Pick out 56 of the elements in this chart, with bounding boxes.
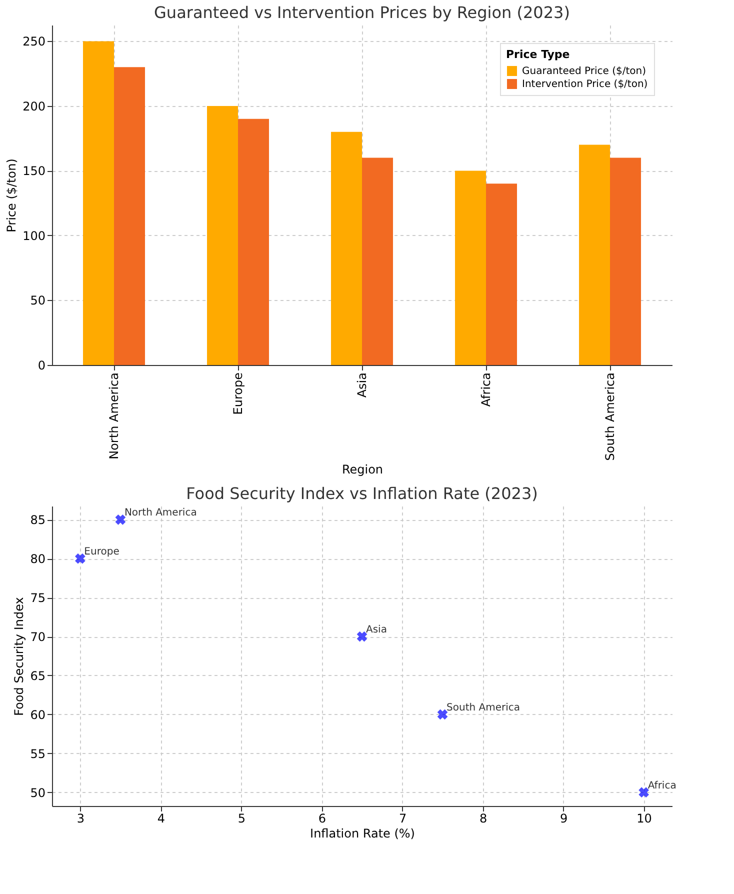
y-axis-title: Food Security Index: [12, 597, 26, 716]
x-tick-label: 5: [238, 812, 246, 826]
y-tick-label: 0: [38, 358, 46, 372]
point: [74, 553, 86, 564]
x-tick-label: 7: [398, 812, 407, 826]
y-tick-label: 250: [22, 34, 46, 49]
point: [356, 631, 368, 642]
y-tick-label: 65: [30, 668, 46, 683]
annotation: North America: [124, 508, 197, 519]
annotation: South America: [446, 702, 520, 714]
y-tick-label: 150: [22, 164, 46, 178]
y-tick-label: 80: [30, 552, 46, 566]
bar: [238, 118, 269, 365]
x-tick-label: 4: [157, 812, 166, 826]
bar: [114, 67, 145, 365]
bar: [486, 184, 517, 365]
x-tick-label: 9: [560, 812, 568, 826]
legend-label: Intervention Price ($/ton): [522, 79, 648, 90]
x-tick-label: 8: [479, 812, 488, 826]
y-tick-label: 100: [22, 228, 46, 243]
legend-label: Guaranteed Price ($/ton): [522, 66, 646, 77]
x-tick-label: 6: [318, 812, 326, 826]
point: [638, 787, 650, 798]
x-tick-label: 10: [636, 812, 652, 826]
y-tick-label: 50: [30, 786, 46, 800]
bar: [331, 132, 362, 365]
y-tick-label: 60: [30, 708, 46, 722]
x-tick-label: South America: [603, 372, 617, 461]
bar: [207, 106, 238, 365]
x-axis-title: Inflation Rate (%): [310, 826, 415, 840]
x-tick-label: 3: [76, 812, 84, 826]
x-tick-label: Europe: [231, 372, 245, 415]
x-tick-label: Asia: [355, 372, 369, 398]
bar: [83, 41, 114, 365]
point: [437, 709, 448, 720]
y-tick-label: 55: [30, 746, 46, 761]
y-tick-label: 50: [30, 294, 46, 308]
chart-title: Food Security Index vs Inflation Rate (2023): [186, 484, 538, 503]
y-tick-label: 85: [30, 513, 46, 528]
bar: [579, 144, 610, 365]
chart-title: Guaranteed vs Intervention Prices by Region (2023): [154, 3, 570, 22]
annotation: Asia: [366, 624, 387, 636]
y-tick-label: 200: [22, 99, 46, 114]
point: [115, 514, 126, 525]
x-tick-label: North America: [107, 372, 121, 460]
annotation: Africa: [648, 780, 676, 792]
bar: [610, 158, 641, 365]
y-axis-title: Price ($/ton): [4, 158, 19, 232]
x-tick-label: Africa: [479, 372, 493, 407]
legend-title: Price Type: [506, 48, 570, 61]
y-tick-label: 70: [30, 630, 46, 644]
x-axis-title: Region: [342, 462, 384, 477]
y-tick-label: 75: [30, 591, 46, 606]
bar: [362, 158, 393, 365]
bar: [455, 170, 486, 365]
annotation: Europe: [84, 546, 120, 558]
